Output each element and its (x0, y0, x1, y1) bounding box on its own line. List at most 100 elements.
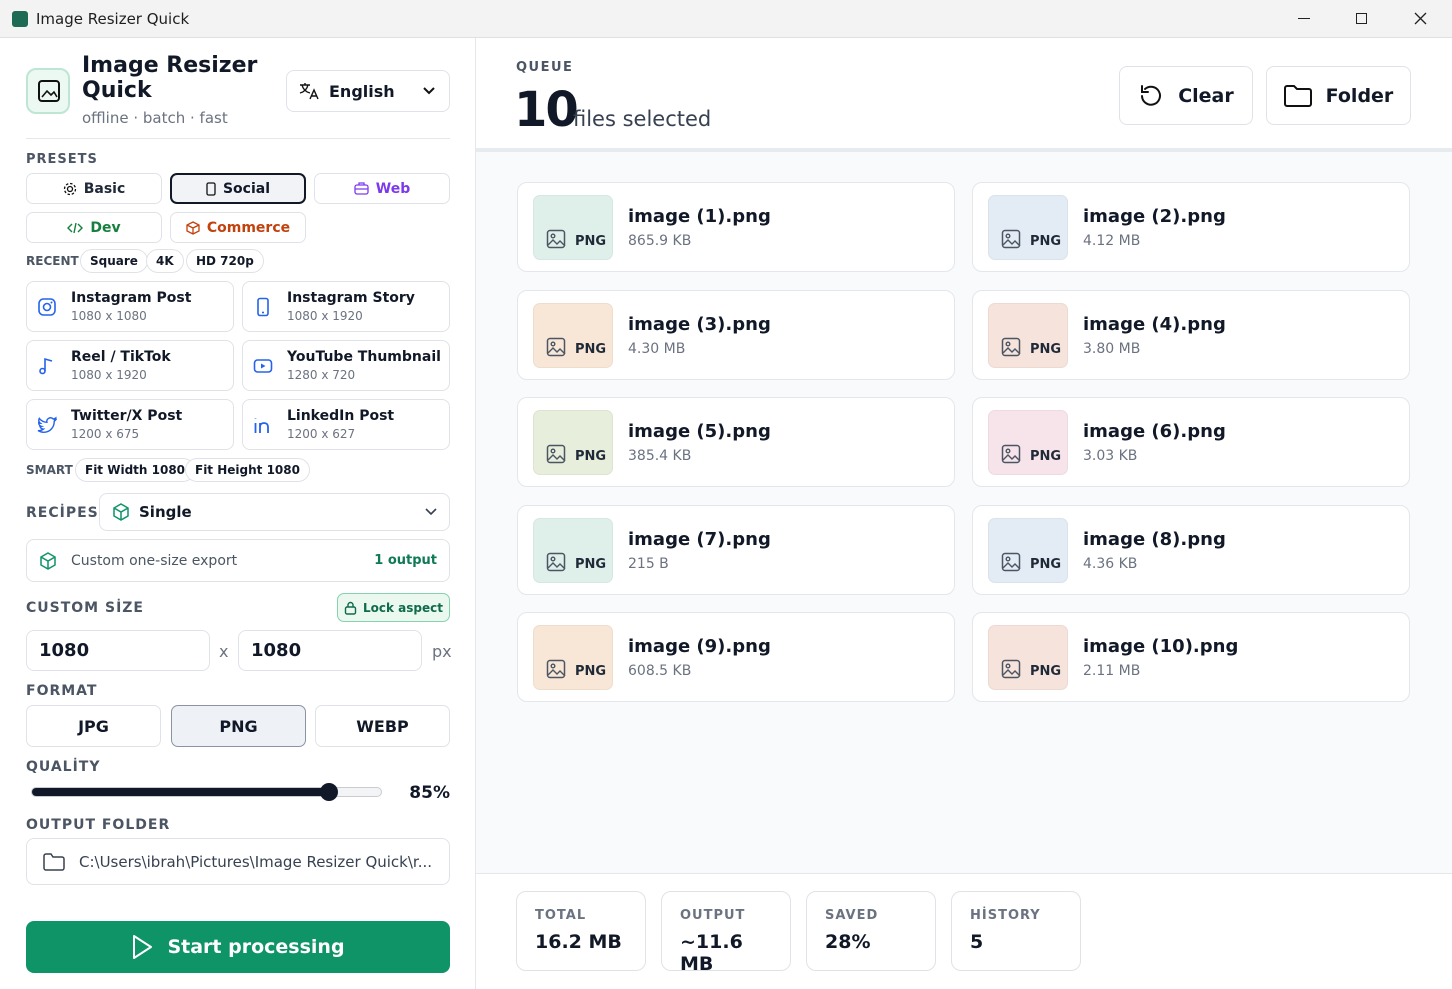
preset-label: Web (375, 180, 411, 197)
file-thumbnail: PNG (988, 302, 1068, 368)
preset-label: Dev (90, 219, 121, 236)
smart-chip[interactable]: Fit Width 1080 (75, 458, 196, 482)
file-card[interactable]: PNG image (3).png 4.30 MB (517, 289, 955, 380)
recent-chip[interactable]: HD 720p (186, 249, 264, 273)
quality-slider[interactable] (31, 783, 382, 801)
file-size: 4.30 MB (628, 340, 686, 357)
width-input[interactable]: 1080 (26, 630, 210, 671)
close-button[interactable] (1414, 12, 1427, 25)
format-button[interactable]: WEBP (315, 705, 450, 747)
social-preset-card[interactable]: LinkedIn Post 1200 x 627 (242, 399, 450, 450)
file-size: 4.12 MB (1083, 233, 1141, 249)
preset-size: 1200 x 627 (287, 427, 356, 441)
stat-value: 5 (970, 931, 984, 953)
recipe-outputs: 1 output (374, 553, 437, 568)
social-preset-card[interactable]: YouTube Thumbnail 1280 x 720 (242, 340, 450, 391)
output-folder[interactable]: C:\Users\ibrah\Pictures\Image Resizer Qu… (26, 838, 450, 885)
recipe-info: Custom one-size export 1 output (26, 539, 450, 582)
file-card[interactable]: PNG image (6).png 3.03 KB (972, 397, 1410, 487)
file-thumbnail: PNG (988, 410, 1068, 475)
title-bar: Image Resizer Quick (0, 0, 1452, 38)
file-card[interactable]: PNG image (2).png 4.12 MB (972, 182, 1410, 272)
preset-button[interactable]: Basic (26, 173, 162, 204)
unit-label: px (432, 642, 452, 661)
quality-value: 85% (409, 783, 450, 803)
lock-aspect-button[interactable]: Lock aspect (337, 593, 450, 622)
queue-count: 10 (514, 82, 579, 138)
times-sign: x (219, 642, 229, 661)
file-type: PNG (1030, 449, 1062, 464)
section-label: QUALİTY (26, 759, 101, 775)
file-name: image (9).png (628, 636, 771, 657)
file-card[interactable]: PNG image (9).png 608.5 KB (517, 612, 955, 702)
preset-size: 1080 x 1920 (287, 309, 363, 323)
preset-button[interactable]: Commerce (170, 212, 306, 243)
file-thumbnail: PNG (988, 625, 1068, 690)
file-type: PNG (1030, 234, 1062, 249)
section-label: OUTPUT FOLDER (26, 817, 171, 833)
file-size: 4.36 KB (1083, 555, 1138, 572)
file-thumbnail: PNG (988, 195, 1068, 260)
file-thumbnail: PNG (533, 195, 613, 260)
start-button[interactable]: Start processing (26, 921, 450, 973)
file-name: image (6).png (1083, 421, 1226, 442)
quality-thumb[interactable] (319, 783, 338, 801)
lock-aspect-label: Lock aspect (363, 600, 443, 615)
file-card[interactable]: PNG image (7).png 215 B (517, 504, 955, 595)
window-title: Image Resizer Quick (36, 10, 190, 28)
tagline: offline · batch · fast (82, 109, 228, 127)
quality-fill (32, 783, 338, 801)
file-thumbnail: PNG (533, 517, 613, 583)
format-button[interactable]: JPG (26, 705, 161, 747)
preset-name: YouTube Thumbnail (287, 349, 441, 365)
minimize-button[interactable] (1298, 18, 1310, 19)
app-icon (12, 11, 28, 27)
file-size: 385.4 KB (628, 448, 692, 464)
stat-card: TOTAL 16.2 MB (516, 891, 646, 971)
app-logo (26, 68, 70, 114)
output-folder-path: C:\Users\ibrah\Pictures\Image Resizer Qu… (79, 852, 433, 871)
file-name: image (5).png (628, 421, 771, 442)
recent-chip[interactable]: 4K (146, 249, 184, 273)
file-card[interactable]: PNG image (5).png 385.4 KB (517, 397, 955, 487)
file-card[interactable]: PNG image (10).png 2.11 MB (972, 612, 1410, 702)
smart-chip[interactable]: Fit Height 1080 (185, 458, 310, 482)
stat-value: 28% (825, 931, 871, 953)
social-preset-card[interactable]: Instagram Post 1080 x 1080 (26, 281, 234, 332)
stat-label: OUTPUT (680, 908, 746, 923)
file-card[interactable]: PNG image (8).png 4.36 KB (972, 504, 1410, 595)
preset-name: LinkedIn Post (287, 408, 395, 424)
preset-button[interactable]: Social (170, 173, 306, 204)
app-name: Image Resizer Quick (82, 53, 258, 103)
preset-button[interactable]: Dev (26, 212, 162, 243)
start-label: Start processing (167, 936, 345, 958)
recipe-select[interactable]: Single (99, 493, 450, 531)
file-name: image (4).png (1083, 313, 1226, 335)
file-size: 865.9 KB (628, 233, 692, 249)
file-size: 215 B (628, 555, 669, 572)
stat-card: SAVED 28% (806, 891, 936, 971)
format-button[interactable]: PNG (171, 705, 306, 747)
preset-size: 1080 x 1920 (71, 368, 147, 382)
social-preset-card[interactable]: Twitter/X Post 1200 x 675 (26, 399, 234, 450)
social-preset-card[interactable]: Reel / TikTok 1080 x 1920 (26, 340, 234, 391)
preset-label: Social (222, 180, 271, 197)
recent-chip[interactable]: Square (80, 249, 148, 273)
preset-name: Reel / TikTok (71, 349, 171, 365)
clear-button[interactable]: Clear (1119, 66, 1253, 125)
language-select[interactable]: English (286, 70, 450, 112)
height-input[interactable]: 1080 (238, 630, 422, 671)
social-preset-card[interactable]: Instagram Story 1080 x 1920 (242, 281, 450, 332)
file-card[interactable]: PNG image (4).png 3.80 MB (972, 289, 1410, 380)
section-label: SMART (26, 463, 73, 477)
preset-label: Commerce (206, 219, 291, 236)
stat-value: ~11.6 MB (680, 931, 743, 975)
file-thumbnail: PNG (533, 625, 613, 690)
file-type: PNG (1030, 556, 1062, 572)
folder-button[interactable]: Folder (1266, 66, 1411, 125)
file-card[interactable]: PNG image (1).png 865.9 KB (517, 182, 955, 272)
file-name: image (10).png (1083, 636, 1239, 657)
preset-button[interactable]: Web (314, 173, 450, 204)
maximize-button[interactable] (1356, 13, 1367, 24)
section-label: PRESETS (26, 152, 98, 167)
